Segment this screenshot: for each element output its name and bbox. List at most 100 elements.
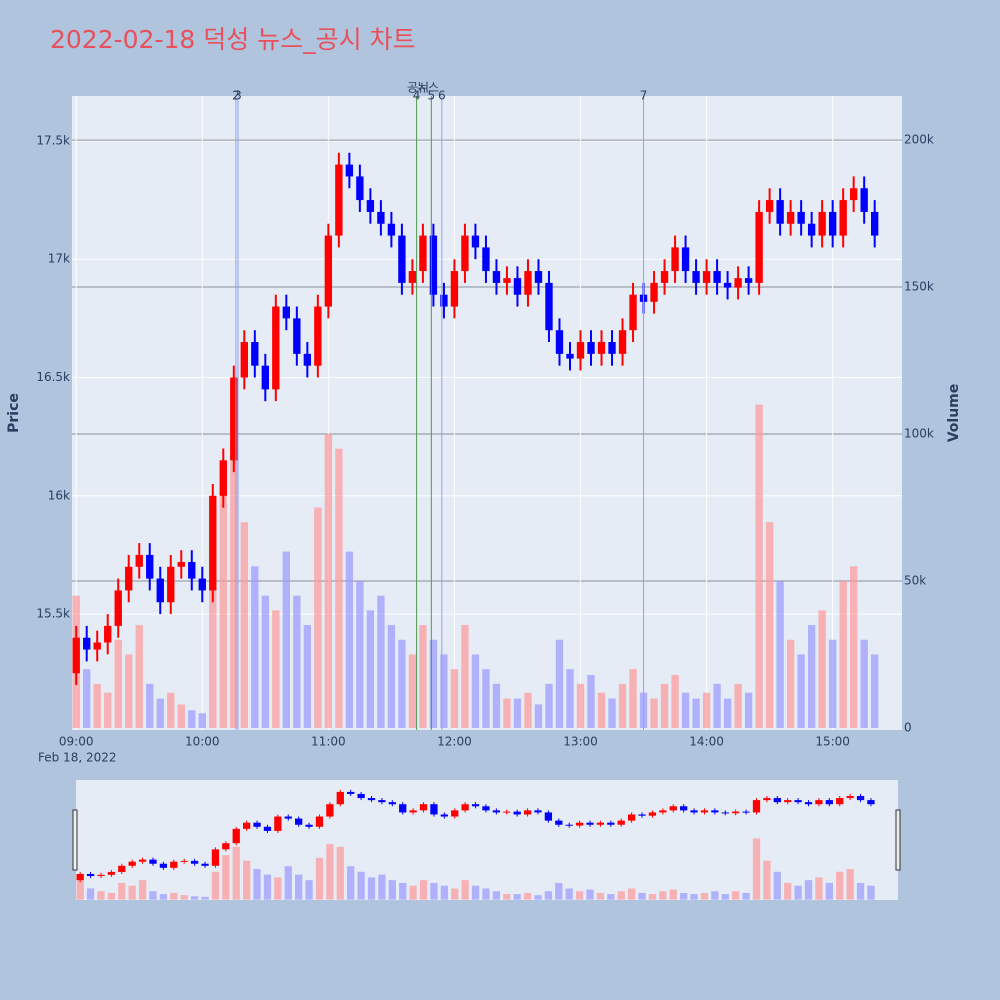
mini-volume-bar: [232, 846, 240, 900]
mini-candle-body: [118, 865, 126, 872]
y2-tick-label: 0: [904, 720, 912, 734]
volume-bar: [755, 404, 763, 728]
candle-body: [849, 188, 858, 201]
candle-body: [83, 637, 91, 650]
mini-volume-bar: [763, 860, 771, 900]
volume-bar: [261, 595, 269, 728]
mini-volume-bar: [700, 892, 709, 900]
mini-candle-body: [347, 791, 355, 794]
mini-volume-bar: [170, 892, 178, 900]
volume-bar: [524, 692, 532, 728]
volume-bar: [240, 522, 248, 728]
mini-candle-body: [471, 804, 480, 807]
volume-bar: [576, 683, 585, 728]
candle-body: [797, 211, 805, 224]
mini-candle-body: [523, 810, 532, 815]
x-tick-label: 12:00: [437, 735, 472, 749]
volume-bar: [251, 566, 259, 728]
candle-body: [807, 223, 816, 236]
mini-volume-bar: [544, 891, 553, 900]
candle-body: [345, 164, 354, 177]
candle-body: [597, 342, 606, 354]
mini-candle-body: [721, 812, 729, 814]
candle-body: [282, 306, 291, 319]
candle-body: [744, 278, 753, 283]
candle-body: [524, 271, 532, 295]
mini-volume-bar: [274, 877, 282, 900]
candle-body: [755, 211, 763, 283]
mini-candle-body: [305, 824, 313, 827]
y-tick-label: 15.5k: [36, 607, 70, 621]
candle-body: [377, 211, 385, 224]
mini-candle-body: [711, 810, 719, 813]
volume-bar: [230, 448, 238, 728]
candle-body: [251, 342, 259, 366]
mini-volume-bar: [867, 885, 875, 900]
y2-tick-label: 50k: [904, 573, 926, 587]
candle-body: [314, 306, 322, 366]
volume-bar: [503, 698, 511, 728]
candle-body: [513, 278, 522, 295]
y2-axis-title: Volume: [946, 384, 962, 443]
mini-candle-body: [419, 804, 428, 811]
mini-volume-bar: [253, 869, 261, 900]
volume-bar: [807, 625, 816, 728]
volume-bar: [839, 580, 847, 728]
candle-body: [681, 247, 690, 272]
mini-volume-bar: [159, 894, 168, 900]
volume-bar: [219, 492, 227, 728]
mini-volume-bar: [118, 882, 126, 900]
volume-bar: [702, 692, 711, 728]
volume-bar: [681, 692, 690, 728]
mini-volume-bar: [721, 894, 729, 900]
mini-candle-body: [700, 810, 709, 813]
mini-volume-bar: [461, 880, 469, 900]
candle-body: [618, 330, 627, 354]
candle-body: [177, 562, 185, 567]
volume-bar: [335, 448, 343, 728]
volume-bar: [177, 704, 185, 728]
mini-volume-bar: [586, 889, 594, 900]
volume-bar: [167, 692, 175, 728]
candle-body: [650, 282, 658, 302]
mini-volume-bar: [76, 874, 84, 900]
mini-candle-body: [430, 804, 438, 815]
candle-body: [198, 578, 206, 591]
volume-bar: [597, 692, 606, 728]
candle-body: [534, 271, 543, 283]
mini-volume-bar: [711, 891, 719, 900]
mini-candle-body: [97, 874, 105, 877]
event-label: 5: [427, 89, 435, 103]
range-handle-left[interactable]: [72, 809, 78, 871]
mini-volume-bar: [149, 891, 157, 900]
x-date-label: Feb 18, 2022: [38, 751, 117, 765]
candle-body: [692, 271, 700, 283]
mini-candle-body: [367, 798, 376, 801]
volume-bar: [93, 683, 101, 728]
mini-candle-body: [409, 810, 417, 813]
mini-volume-bar: [732, 891, 740, 900]
mini-candle-body: [222, 843, 230, 850]
mini-candle-body: [804, 802, 813, 805]
mini-candle-body: [315, 816, 324, 827]
mini-volume-bar: [534, 895, 542, 900]
volume-bar: [629, 669, 637, 728]
mini-volume-bar: [523, 892, 532, 900]
candle-body: [408, 271, 417, 283]
mini-volume-bar: [742, 892, 750, 900]
mini-volume-bar: [659, 891, 667, 900]
mini-candle-body: [482, 806, 490, 811]
range-handle-right[interactable]: [895, 809, 901, 871]
mini-candle-body: [253, 822, 261, 827]
volume-bar: [534, 704, 543, 728]
volume-bar: [408, 654, 417, 728]
mini-candle-body: [399, 804, 407, 813]
mini-volume-bar: [648, 894, 657, 900]
mini-volume-bar: [825, 882, 833, 900]
mini-volume-bar: [263, 874, 272, 900]
mini-volume-bar: [471, 885, 480, 900]
volume-bar: [104, 692, 112, 728]
volume-bar: [744, 692, 753, 728]
mini-volume-bar: [596, 892, 605, 900]
mini-volume-bar: [326, 843, 334, 900]
